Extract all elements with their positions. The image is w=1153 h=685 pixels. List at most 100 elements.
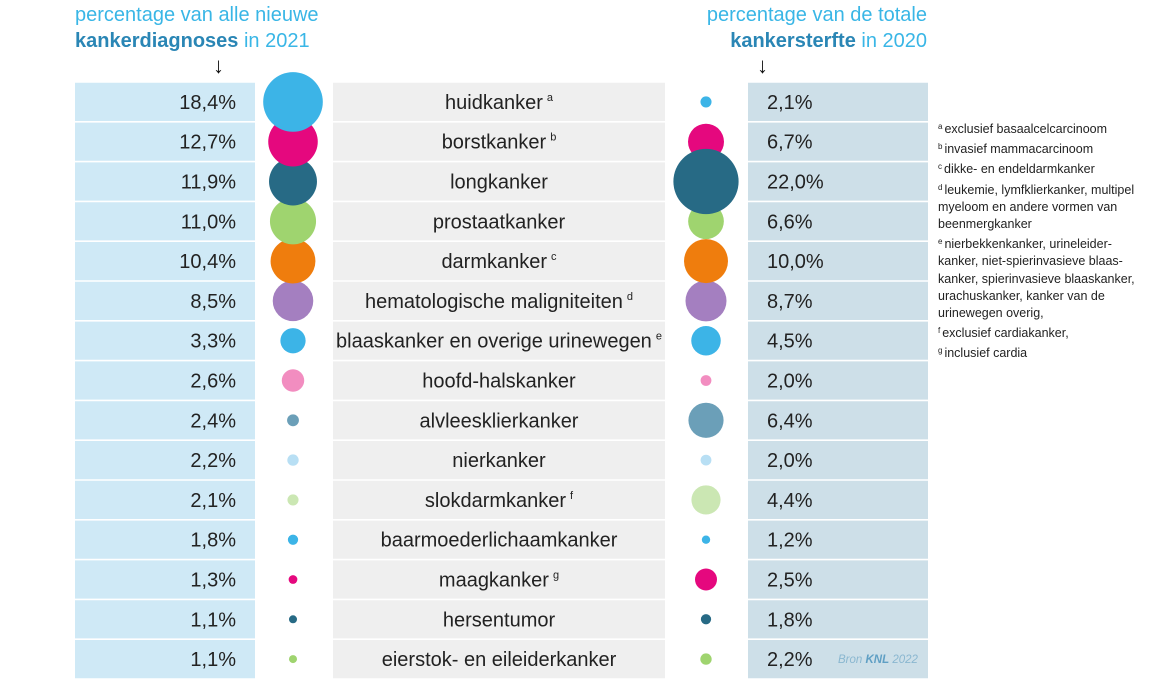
cancer-type-label: longkanker (450, 172, 548, 194)
mortality-value-label: 2,0% (767, 371, 813, 393)
diagnoses-value-label: 1,8% (190, 530, 236, 552)
diagnoses-bubble (287, 414, 299, 427)
mortality-value-label: 6,7% (767, 132, 813, 154)
footnotes: a exclusief basaalcelcarcinoom b invasief m… (938, 118, 1150, 363)
right-column-header: percentage van de totale kankersterfte i… (707, 2, 927, 54)
cancer-bubble-table: 18,4% 2,1% huidkanker a 12,7% 6,7% borstkanker… (75, 72, 928, 680)
mortality-band (748, 82, 928, 679)
footnote-item: e nierbekkenkanker, urineleider-kanker, n… (938, 233, 1150, 322)
mortality-value-label: 1,8% (767, 609, 813, 631)
diagnoses-bubble (272, 280, 314, 322)
diagnoses-bubble (268, 116, 318, 167)
left-header-line1: percentage van alle nieuwe (75, 4, 319, 26)
diagnoses-bubble (288, 575, 298, 584)
diagnoses-value-label: 18,4% (179, 92, 236, 114)
footnote-mark: f (938, 326, 941, 336)
mortality-value-label: 6,6% (767, 211, 813, 233)
cancer-type-label: prostaatkanker (433, 211, 566, 233)
footnote-mark: a (547, 92, 554, 104)
diagnoses-value-label: 2,1% (190, 490, 236, 512)
name-band (333, 82, 665, 679)
footnote-text: dikke- en endeldarmkanker (944, 162, 1095, 177)
footnote-text: exclusief cardiakanker, (942, 326, 1069, 341)
footnote-mark: c (938, 162, 942, 172)
source-year: 2022 (889, 654, 918, 666)
footnote-text: invasief mammacarcinoom (944, 142, 1094, 157)
cancer-type-label: alvleesklierkanker (420, 410, 579, 432)
footnote-item: c dikke- en endeldarmkanker (938, 158, 1150, 178)
diagnoses-bubble (287, 494, 299, 506)
mortality-bubble (700, 614, 712, 625)
diagnoses-value-label: 10,4% (179, 251, 236, 273)
mortality-value-label: 4,5% (767, 331, 813, 353)
cancer-type-label: eierstok- en eileiderkanker (382, 649, 617, 671)
diagnoses-value-label: 2,6% (190, 371, 236, 393)
mortality-bubble (688, 402, 724, 438)
mortality-bubble (700, 653, 712, 665)
footnote-mark: d (938, 182, 943, 192)
footnote-mark: c (551, 251, 557, 263)
footnote-mark: f (570, 490, 574, 502)
diagnoses-value-label: 11,9% (181, 172, 236, 194)
mortality-value-label: 2,5% (767, 570, 813, 592)
footnote-text: inclusief cardia (944, 346, 1028, 361)
left-column-header: percentage van alle nieuwe kankerdiagnos… (75, 2, 319, 54)
diagnoses-bubble (270, 238, 316, 284)
cancer-type-label: borstkanker b (442, 132, 557, 154)
mortality-value-label: 1,2% (767, 530, 813, 552)
left-header-year: in 2021 (238, 30, 310, 52)
mortality-value-label: 4,4% (767, 490, 813, 512)
right-header-line1: percentage van de totale (706, 4, 927, 26)
footnote-mark: d (627, 291, 633, 303)
footnote-item: b invasief mammacarcinoom (938, 138, 1150, 158)
mortality-bubble (685, 280, 727, 322)
cancer-type-label: maagkanker g (439, 570, 559, 592)
cancer-type-label: hoofd-halskanker (422, 371, 576, 393)
cancer-type-label: baarmoederlichaamkanker (381, 530, 618, 552)
mortality-value-label: 2,2% (767, 649, 813, 671)
mortality-value-label: 2,0% (767, 450, 813, 472)
left-header-bold: kankerdiagnoses (75, 30, 239, 52)
down-arrow-icon: ↓ (213, 53, 224, 78)
diagnoses-bubble (280, 328, 306, 354)
diagnoses-bubble (287, 534, 299, 545)
right-header-year: in 2020 (855, 30, 927, 52)
diagnoses-band (75, 82, 255, 679)
diagnoses-value-label: 11,0% (181, 211, 236, 233)
cancer-type-label: hersentumor (443, 609, 556, 631)
footnote-mark: b (550, 132, 556, 144)
mortality-bubble (700, 96, 712, 108)
diagnoses-value-label: 1,1% (190, 649, 236, 671)
mortality-value-label: 2,1% (767, 92, 813, 114)
mortality-bubble (700, 375, 712, 386)
mortality-bubble (691, 485, 721, 515)
diagnoses-value-label: 2,4% (190, 410, 236, 432)
footnote-mark: g (938, 346, 943, 356)
cancer-type-label: hematologische maligniteiten d (365, 291, 633, 313)
footnote-mark: g (553, 570, 559, 582)
mortality-bubble (673, 148, 739, 215)
footnote-mark: b (938, 142, 943, 152)
cancer-type-label: slokdarmkanker f (425, 490, 574, 512)
footnote-item: a exclusief basaalcelcarcinoom (938, 118, 1150, 138)
footnote-item: g inclusief cardia (938, 342, 1150, 362)
diagnoses-value-label: 12,7% (179, 132, 236, 154)
mortality-value-label: 8,7% (767, 291, 813, 313)
diagnoses-bubble (287, 454, 299, 466)
mortality-value-label: 10,0% (767, 251, 824, 273)
footnote-mark: a (938, 122, 943, 131)
mortality-bubble (684, 239, 728, 284)
knl-logo: KNL (865, 654, 890, 666)
cancer-type-label: nierkanker (452, 450, 546, 472)
footnote-mark: e (938, 237, 943, 247)
cancer-type-label: huidkanker a (445, 92, 554, 114)
diagnoses-bubble (288, 615, 298, 624)
diagnoses-bubble (269, 157, 317, 206)
footnote-item: f exclusief cardiakanker, (938, 322, 1150, 342)
diagnoses-bubble (281, 369, 305, 392)
cancer-type-label: blaaskanker en overige urinewegen e (336, 331, 662, 353)
down-arrow-icon: ↓ (757, 53, 768, 78)
footnote-text: exclusief basaalcelcarcinoom (944, 122, 1108, 136)
diagnoses-bubble (288, 655, 298, 664)
diagnoses-bubble (263, 72, 323, 132)
